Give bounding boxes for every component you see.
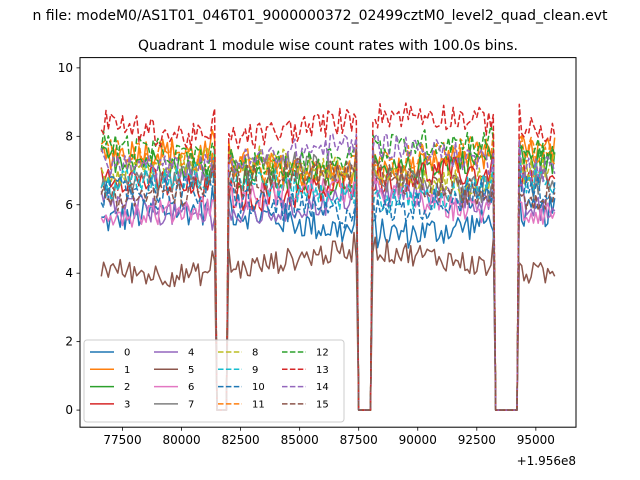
y-tick-label: 10 — [58, 61, 73, 75]
series-line-15 — [100, 148, 556, 411]
legend-box — [83, 339, 345, 423]
plot-frame — [79, 57, 577, 428]
legend-label-6: 6 — [188, 382, 194, 393]
legend-label-12: 12 — [316, 348, 329, 359]
series-line-14 — [100, 133, 556, 411]
legend-label-11: 11 — [252, 399, 265, 410]
legend-label-0: 0 — [124, 348, 130, 359]
legend-label-4: 4 — [188, 348, 194, 359]
x-tick-label: 90000 — [399, 433, 437, 447]
legend-label-10: 10 — [252, 382, 265, 393]
series-line-3 — [100, 151, 556, 411]
y-tick-label: 0 — [65, 403, 73, 417]
y-tick-label: 2 — [65, 335, 73, 349]
legend-label-7: 7 — [188, 399, 194, 410]
series-line-5 — [100, 231, 556, 411]
legend-label-5: 5 — [188, 365, 194, 376]
x-tick-label: 80000 — [162, 433, 200, 447]
legend-label-13: 13 — [316, 365, 329, 376]
series-line-9 — [100, 148, 556, 411]
x-axis: 77500 80000 82500 85000 87500 90000 92500 95000 — [103, 427, 555, 447]
series-line-12 — [100, 124, 556, 411]
x-tick-label: 85000 — [281, 433, 319, 447]
y-axis: 0 2 4 6 8 10 — [58, 61, 80, 417]
suptitle: n file: modeM0/AS1T01_046T01_9000000372_… — [32, 8, 608, 24]
series-line-4 — [100, 167, 556, 411]
x-offset-label: +1.956e8 — [517, 454, 576, 468]
chart-title: Quadrant 1 module wise count rates with … — [138, 38, 518, 54]
legend-label-1: 1 — [124, 365, 130, 376]
x-tick-label: 92500 — [458, 433, 496, 447]
y-tick-label: 8 — [65, 129, 73, 143]
legend-label-15: 15 — [316, 399, 329, 410]
legend-label-14: 14 — [316, 382, 329, 393]
x-tick-label: 95000 — [517, 433, 555, 447]
series-line-6 — [100, 169, 556, 411]
y-tick-label: 4 — [65, 266, 73, 280]
series-line-8 — [100, 145, 556, 411]
x-tick-label: 82500 — [222, 433, 260, 447]
legend-label-2: 2 — [124, 382, 130, 393]
series-line-13 — [100, 102, 556, 411]
series-layer — [100, 102, 556, 411]
legend-label-3: 3 — [124, 399, 130, 410]
series-line-0 — [101, 187, 556, 411]
legend-label-9: 9 — [252, 365, 258, 376]
x-tick-label: 77500 — [103, 433, 141, 447]
x-tick-label: 87500 — [340, 433, 378, 447]
series-line-10 — [100, 168, 556, 411]
legend-label-8: 8 — [252, 348, 258, 359]
y-tick-label: 6 — [65, 198, 73, 212]
